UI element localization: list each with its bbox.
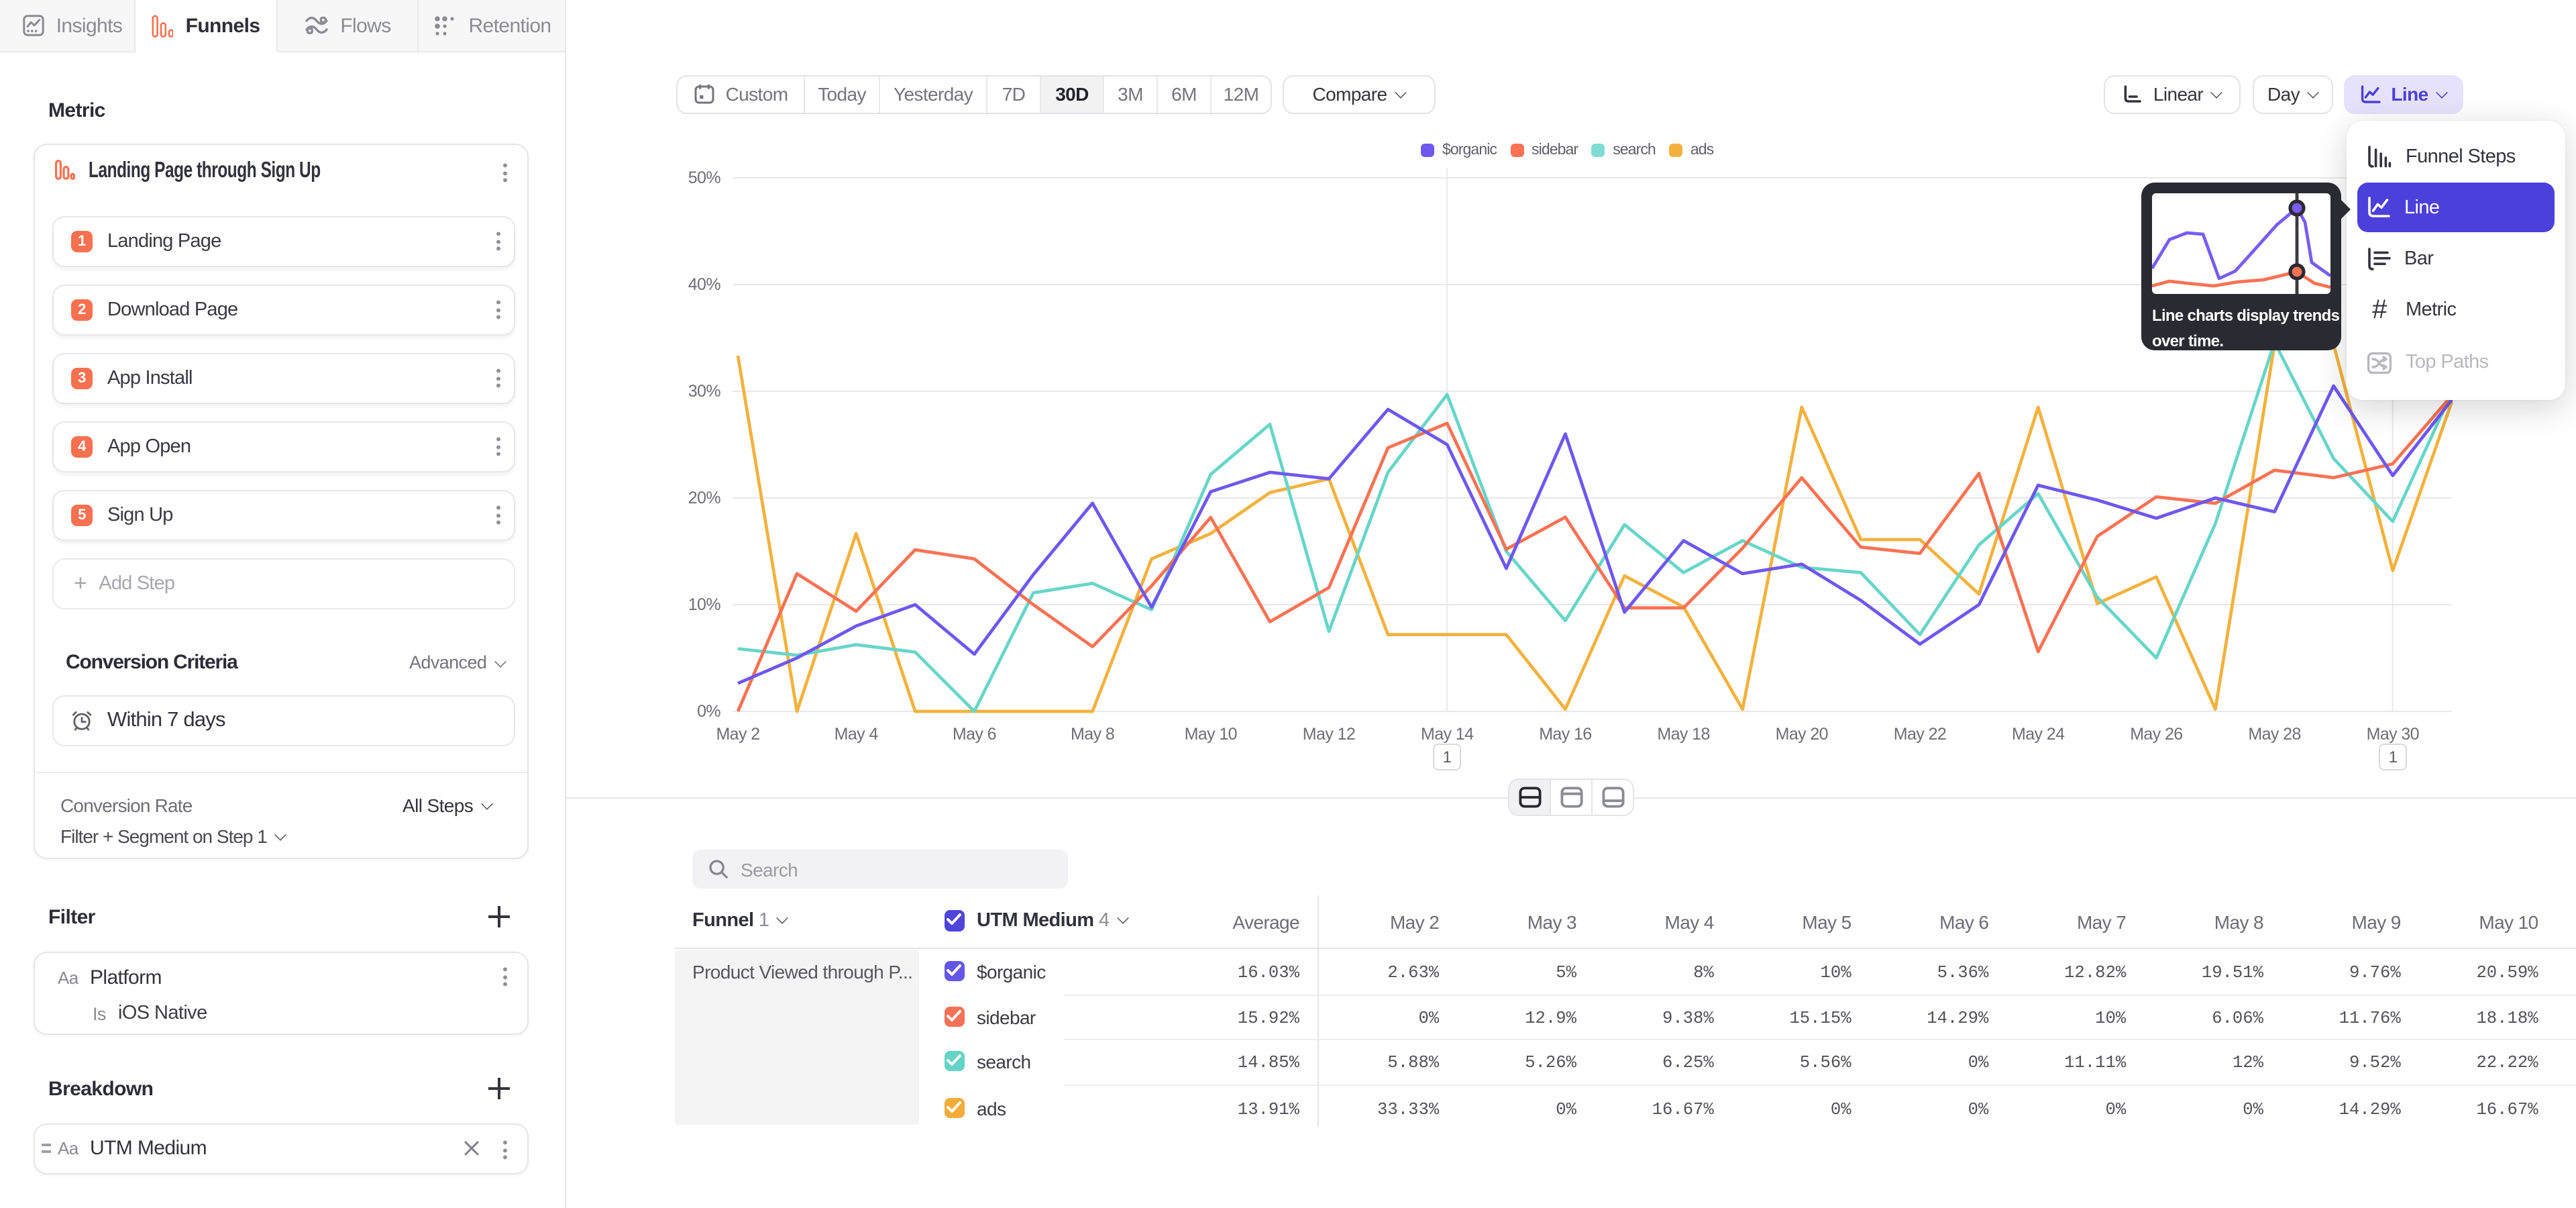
svg-text:May 24: May 24 <box>2012 725 2065 744</box>
svg-text:May 30: May 30 <box>2367 725 2419 744</box>
svg-text:40%: 40% <box>688 275 721 294</box>
svg-text:0%: 0% <box>697 702 720 721</box>
svg-text:May 20: May 20 <box>1776 725 1828 744</box>
svg-text:10%: 10% <box>688 595 721 614</box>
svg-text:May 8: May 8 <box>1071 725 1114 744</box>
svg-text:May 26: May 26 <box>2130 725 2182 744</box>
svg-text:May 16: May 16 <box>1539 725 1591 744</box>
svg-text:May 6: May 6 <box>953 725 996 744</box>
svg-text:May 14: May 14 <box>1421 725 1474 744</box>
svg-text:30%: 30% <box>688 382 721 401</box>
svg-text:May 2: May 2 <box>716 725 759 744</box>
svg-text:50%: 50% <box>688 168 721 187</box>
svg-text:May 28: May 28 <box>2248 725 2300 744</box>
svg-text:May 10: May 10 <box>1185 725 1237 744</box>
svg-text:May 4: May 4 <box>835 725 879 744</box>
svg-text:May 22: May 22 <box>1894 725 1946 744</box>
svg-text:May 18: May 18 <box>1657 725 1709 744</box>
svg-text:May 12: May 12 <box>1303 725 1355 744</box>
svg-text:20%: 20% <box>688 489 721 507</box>
